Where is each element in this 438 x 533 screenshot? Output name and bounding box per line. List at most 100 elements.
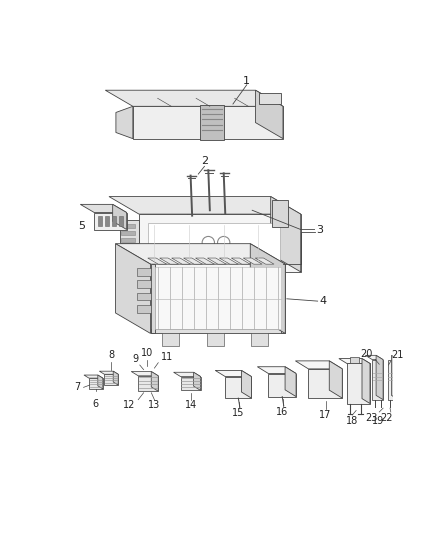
Polygon shape xyxy=(372,360,383,400)
Polygon shape xyxy=(139,214,301,272)
Polygon shape xyxy=(131,372,158,376)
Text: 16: 16 xyxy=(276,407,288,417)
Bar xyxy=(121,224,135,228)
Polygon shape xyxy=(295,361,342,369)
Polygon shape xyxy=(350,357,359,364)
Polygon shape xyxy=(376,356,383,400)
Polygon shape xyxy=(116,244,151,334)
Polygon shape xyxy=(138,376,158,391)
Polygon shape xyxy=(113,204,127,230)
Text: 11: 11 xyxy=(161,352,173,362)
Text: 8: 8 xyxy=(108,350,114,360)
Text: 23: 23 xyxy=(365,413,378,423)
Polygon shape xyxy=(362,359,370,403)
Polygon shape xyxy=(258,367,296,374)
Polygon shape xyxy=(180,377,201,391)
Polygon shape xyxy=(137,268,151,276)
Polygon shape xyxy=(116,106,133,139)
Polygon shape xyxy=(133,106,283,139)
Text: 19: 19 xyxy=(371,416,384,426)
Polygon shape xyxy=(347,364,370,403)
Bar xyxy=(98,216,102,225)
Text: 6: 6 xyxy=(93,399,99,409)
Polygon shape xyxy=(137,280,151,288)
Polygon shape xyxy=(151,264,155,334)
Polygon shape xyxy=(201,105,223,140)
Polygon shape xyxy=(89,378,103,389)
Polygon shape xyxy=(94,213,127,230)
Polygon shape xyxy=(160,258,179,264)
Polygon shape xyxy=(392,356,399,400)
Polygon shape xyxy=(137,305,151,313)
Polygon shape xyxy=(162,334,179,346)
Polygon shape xyxy=(105,90,283,106)
Polygon shape xyxy=(207,334,224,346)
Polygon shape xyxy=(116,244,285,264)
Polygon shape xyxy=(339,359,370,364)
Polygon shape xyxy=(80,204,127,213)
Polygon shape xyxy=(195,258,214,264)
Text: 12: 12 xyxy=(123,400,135,410)
Text: 21: 21 xyxy=(392,350,404,360)
Text: 18: 18 xyxy=(346,416,358,426)
Text: 2: 2 xyxy=(201,156,208,166)
Polygon shape xyxy=(271,197,301,272)
Polygon shape xyxy=(388,360,399,400)
Polygon shape xyxy=(155,267,281,329)
Polygon shape xyxy=(281,264,285,334)
Polygon shape xyxy=(308,369,342,398)
Text: 4: 4 xyxy=(319,296,326,306)
Polygon shape xyxy=(272,200,288,228)
Text: 1: 1 xyxy=(243,76,250,86)
Bar xyxy=(105,216,109,225)
Polygon shape xyxy=(255,90,283,139)
Text: 17: 17 xyxy=(319,410,332,419)
Text: 22: 22 xyxy=(381,413,393,423)
Polygon shape xyxy=(255,258,274,264)
Text: 15: 15 xyxy=(232,408,244,418)
Bar xyxy=(121,238,135,242)
Polygon shape xyxy=(109,197,301,214)
Polygon shape xyxy=(151,329,285,334)
Polygon shape xyxy=(173,372,201,377)
Text: 5: 5 xyxy=(78,221,85,231)
Polygon shape xyxy=(172,258,191,264)
Polygon shape xyxy=(98,375,103,389)
Polygon shape xyxy=(259,93,281,104)
Polygon shape xyxy=(231,258,250,264)
Polygon shape xyxy=(184,258,202,264)
Polygon shape xyxy=(365,356,383,360)
Polygon shape xyxy=(254,272,282,286)
Polygon shape xyxy=(208,258,226,264)
Polygon shape xyxy=(104,374,118,385)
Text: 3: 3 xyxy=(316,224,323,235)
Text: 10: 10 xyxy=(141,348,153,358)
Text: 20: 20 xyxy=(361,349,373,359)
Polygon shape xyxy=(241,370,251,398)
Polygon shape xyxy=(194,372,201,391)
Polygon shape xyxy=(250,244,285,334)
Polygon shape xyxy=(219,258,238,264)
Polygon shape xyxy=(137,293,151,301)
Polygon shape xyxy=(84,375,103,378)
Polygon shape xyxy=(285,367,296,397)
Text: 9: 9 xyxy=(132,354,138,364)
Bar xyxy=(119,216,123,225)
Polygon shape xyxy=(221,210,229,215)
Bar xyxy=(121,231,135,235)
Text: 7: 7 xyxy=(74,382,81,392)
Polygon shape xyxy=(113,371,118,385)
Polygon shape xyxy=(120,220,139,244)
Polygon shape xyxy=(329,361,342,398)
Polygon shape xyxy=(148,223,280,263)
Polygon shape xyxy=(215,370,251,377)
Polygon shape xyxy=(162,272,189,286)
Bar xyxy=(112,216,116,225)
Polygon shape xyxy=(205,207,214,212)
Polygon shape xyxy=(187,213,196,217)
Polygon shape xyxy=(148,258,166,264)
Polygon shape xyxy=(268,374,296,397)
Polygon shape xyxy=(251,334,268,346)
Polygon shape xyxy=(243,258,262,264)
Polygon shape xyxy=(151,372,158,391)
